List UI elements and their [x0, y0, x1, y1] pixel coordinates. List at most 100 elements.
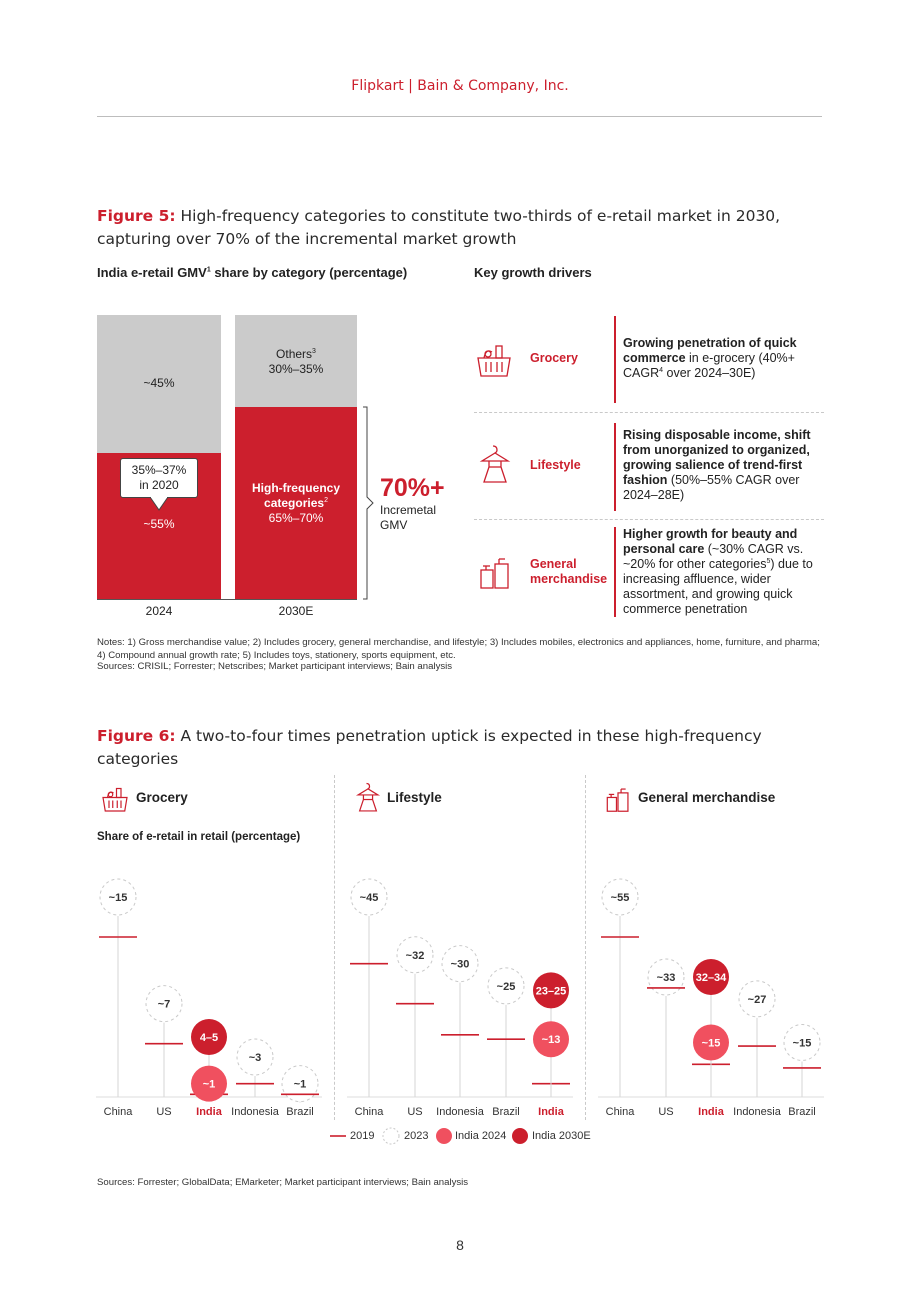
dot-india-2024 — [693, 1024, 729, 1061]
data-label-2023: ~33 — [657, 972, 676, 984]
dot-2023 — [145, 985, 183, 1023]
driver-grocery-rule — [614, 316, 616, 403]
data-label-2023: ~15 — [793, 1037, 812, 1049]
dot-2023 — [647, 958, 685, 996]
callout-2020: 35%–37% in 2020 — [120, 458, 198, 498]
x-axis-label: Brazil — [788, 1106, 816, 1118]
driver-separator-2 — [474, 519, 824, 520]
bar-2030-others-label: Others3 30%–35% — [268, 347, 324, 376]
dot-2023 — [396, 936, 434, 974]
general-merchandise-icon — [480, 558, 509, 589]
bar-2030-high-frequency — [235, 407, 357, 599]
dot-2023 — [350, 878, 388, 916]
x-axis-label: China — [606, 1106, 636, 1118]
driver-general-name: General merchandise — [530, 557, 608, 586]
x-axis-label: Brazil — [286, 1106, 314, 1118]
key-growth-drivers-heading: Key growth drivers — [474, 265, 592, 280]
data-label-2023: ~30 — [451, 959, 470, 971]
legend-india-2024-swatch — [436, 1128, 452, 1144]
legend-india-2030-swatch — [512, 1128, 528, 1144]
x-axis-label: US — [407, 1106, 422, 1118]
dot-india-2024 — [191, 1065, 227, 1102]
panel-separator-2 — [585, 775, 586, 1120]
x-axis-label: Indonesia — [231, 1106, 280, 1118]
x-axis-label: US — [156, 1106, 171, 1118]
figure6-y-label: Share of e-retail in retail (percentage) — [97, 831, 301, 843]
data-label-india-2024: ~13 — [542, 1034, 561, 1046]
header-divider — [97, 116, 822, 117]
x-axis-label: China — [104, 1106, 134, 1118]
legend-2019: 2019 — [350, 1130, 375, 1142]
callout-line1: 35%–37% — [131, 463, 187, 477]
data-label-2023: ~45 — [360, 892, 379, 904]
data-label-2023: ~15 — [109, 892, 128, 904]
x-axis-label: India — [698, 1106, 725, 1118]
incremental-label: Incremetal GMV — [380, 503, 437, 532]
panel-title-grocery: Grocery — [136, 790, 188, 805]
figure6-sources: Sources: Forrester; GlobalData; EMarkete… — [97, 1177, 469, 1188]
legend-2023-swatch — [382, 1127, 400, 1145]
x-axis-label: Indonesia — [733, 1106, 782, 1118]
dot-2023 — [783, 1023, 821, 1061]
x-axis-label: US — [658, 1106, 673, 1118]
incremental-value: 70%+ — [380, 474, 445, 502]
legend-2023: 2023 — [404, 1130, 429, 1142]
dot-india-2030 — [533, 972, 569, 1009]
panel-title-general: General merchandise — [638, 790, 776, 805]
figure5-chart-heading: India e-retail GMV1 share by category (p… — [97, 265, 408, 280]
bar-2024-hf-label: ~55% — [143, 517, 175, 531]
figure5-label: Figure 5: — [97, 207, 176, 225]
dress-hanger-icon — [355, 782, 381, 812]
data-label-2023: ~55 — [611, 892, 630, 904]
bar-2030-hf-label: High-frequency categories2 65%–70% — [251, 481, 340, 525]
dot-2023 — [99, 878, 137, 916]
x-axis-label: China — [355, 1106, 385, 1118]
figure6-title-text: A two-to-four times penetration uptick i… — [97, 727, 762, 768]
general-merchandise-icon — [606, 788, 629, 812]
x-axis-label: India — [196, 1106, 223, 1118]
data-label-india-2024: ~15 — [702, 1037, 721, 1049]
grocery-basket-icon — [477, 345, 511, 377]
data-label-2023: ~1 — [294, 1079, 307, 1091]
driver-grocery-name: Grocery — [530, 351, 578, 365]
axis-label-2024: 2024 — [145, 604, 173, 618]
figure6-title: Figure 6: A two-to-four times penetratio… — [97, 725, 837, 771]
incremental-bracket — [363, 406, 374, 600]
figure5-notes: Notes: 1) Gross merchandise value; 2) In… — [97, 637, 820, 661]
driver-lifestyle-name: Lifestyle — [530, 458, 581, 472]
figure6-chart: China ~15 US ~7 India 4–5 ~1 Indonesia ~3 Brazil ~… — [96, 878, 824, 1118]
callout-line2: in 2020 — [139, 478, 179, 492]
axis-label-2030e: 2030E — [278, 604, 314, 618]
driver-general-text: Higher growth for beauty and personal ca… — [623, 527, 813, 616]
grocery-basket-icon — [102, 787, 128, 812]
x-axis-label: Brazil — [492, 1106, 520, 1118]
dot-2023 — [601, 878, 639, 916]
legend-2019-swatch — [330, 1135, 346, 1137]
bar-2024-others-label: ~45% — [143, 376, 175, 390]
driver-general-rule — [614, 527, 616, 617]
figure6-label: Figure 6: — [97, 727, 176, 745]
data-label-2023: ~27 — [748, 994, 767, 1006]
data-label-2023: ~7 — [158, 999, 171, 1011]
data-label-2023: ~32 — [406, 950, 425, 962]
bar-baseline — [97, 599, 357, 600]
driver-lifestyle-rule — [614, 423, 616, 511]
bar-2024-others — [97, 315, 221, 453]
dot-2023 — [281, 1065, 319, 1103]
dot-2023 — [487, 967, 525, 1005]
dot-2023 — [441, 945, 479, 983]
driver-separator-1 — [474, 412, 824, 413]
data-label-india-2030: 23–25 — [536, 985, 567, 997]
dot-2023 — [236, 1038, 274, 1076]
figure5-title-text: High-frequency categories to constitute … — [97, 207, 781, 248]
data-label-india-2030: 4–5 — [200, 1032, 218, 1044]
x-axis-label: Indonesia — [436, 1106, 485, 1118]
x-axis-label: India — [538, 1106, 565, 1118]
driver-lifestyle-text: Rising disposable income, shift from uno… — [623, 428, 811, 502]
figure5-title: Figure 5: High-frequency categories to c… — [97, 205, 837, 251]
data-label-india-2030: 32–34 — [696, 972, 727, 984]
dot-india-2024 — [533, 1021, 569, 1058]
panel-separator-1 — [334, 775, 335, 1120]
page-number: 8 — [456, 1237, 464, 1253]
dot-india-2030 — [693, 959, 729, 995]
